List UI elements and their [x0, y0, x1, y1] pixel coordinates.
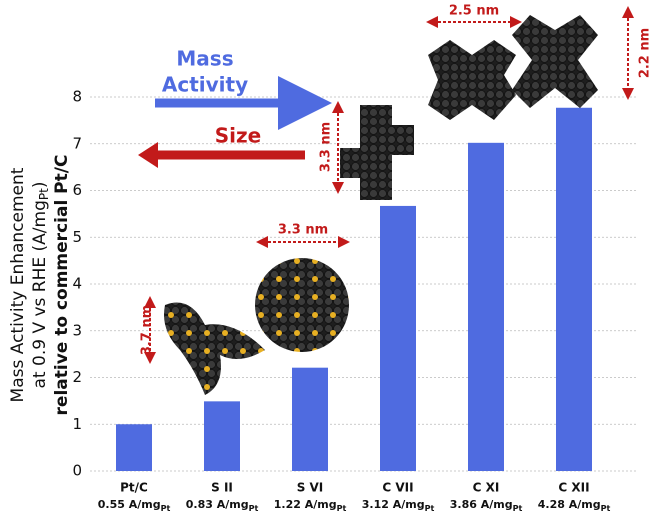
sublabel-sub: Pt	[601, 504, 611, 513]
dimension-label: 2.5 nm	[449, 4, 499, 19]
y-axis-label: Mass Activity Enhancement at 0.9 V vs RH…	[8, 155, 72, 416]
bar	[292, 367, 328, 471]
x-tick-sublabel: 3.12 A/mgPt	[362, 498, 435, 513]
sublabel-sub: Pt	[337, 504, 347, 513]
sublabel-text: 1.22 A/mg	[274, 498, 337, 511]
sublabel-text: 3.86 A/mg	[450, 498, 513, 511]
y-tick-label: 2	[72, 368, 82, 386]
y-label-line: relative to commercial Pt/C	[52, 155, 72, 416]
x-tick-sublabel: 1.22 A/mgPt	[274, 498, 347, 513]
dimension-label: 3.3 nm	[278, 223, 328, 238]
sublabel-text: 0.55 A/mg	[98, 498, 161, 511]
x-tick-sublabel: 3.86 A/mgPt	[450, 498, 523, 513]
x-tick-label: C XII	[558, 481, 589, 495]
sublabel-text: 4.28 A/mg	[538, 498, 601, 511]
sublabel-sub: Pt	[425, 504, 435, 513]
bar	[468, 142, 504, 471]
dimension-label: 3.3 nm	[319, 122, 334, 172]
y-label-line: Mass Activity Enhancement	[8, 167, 28, 402]
x-tick-label: C XI	[473, 481, 500, 495]
y-label-sub: Pt	[37, 188, 51, 200]
sublabel-sub: Pt	[249, 504, 259, 513]
y-tick-label: 0	[72, 462, 82, 480]
y-tick-label: 6	[72, 181, 82, 199]
particle	[512, 15, 598, 108]
x-tick-label: C VII	[382, 481, 413, 495]
bar	[116, 424, 152, 471]
arrow-head	[138, 142, 158, 168]
particle	[164, 302, 265, 395]
y-label-text: )	[30, 182, 50, 189]
sublabel-text: 0.83 A/mg	[186, 498, 249, 511]
bar	[204, 401, 240, 471]
annotation: Mass	[176, 47, 233, 71]
x-tick-label: S II	[211, 481, 233, 495]
dimension-label: 2.2 nm	[638, 28, 653, 78]
particle	[428, 40, 516, 120]
annotation: Size	[215, 124, 261, 148]
annotation: Activity	[162, 73, 248, 97]
particle	[255, 258, 349, 352]
y-tick-label: 4	[72, 275, 82, 293]
y-tick-label: 7	[72, 134, 82, 152]
y-tick-label: 1	[72, 415, 82, 433]
y-tick-label: 8	[72, 88, 82, 106]
x-tick-label: Pt/C	[120, 481, 148, 495]
particle	[340, 105, 414, 200]
x-tick-sublabel: 4.28 A/mgPt	[538, 498, 611, 513]
x-tick-sublabel: 0.55 A/mgPt	[98, 498, 171, 513]
bar	[380, 205, 416, 472]
dimension-label: 3.7 nm	[140, 305, 155, 355]
sublabel-sub: Pt	[161, 504, 171, 513]
x-tick-label: S VI	[297, 481, 324, 495]
y-tick-label: 5	[72, 228, 82, 246]
y-label-text: at 0.9 V vs RHE (A/mg	[30, 200, 50, 388]
bar	[556, 107, 592, 471]
y-tick-label: 3	[72, 321, 82, 339]
sublabel-sub: Pt	[513, 504, 523, 513]
y-label-line: at 0.9 V vs RHE (A/mgPt)	[30, 182, 51, 389]
sublabel-text: 3.12 A/mg	[362, 498, 425, 511]
x-tick-sublabel: 0.83 A/mgPt	[186, 498, 259, 513]
